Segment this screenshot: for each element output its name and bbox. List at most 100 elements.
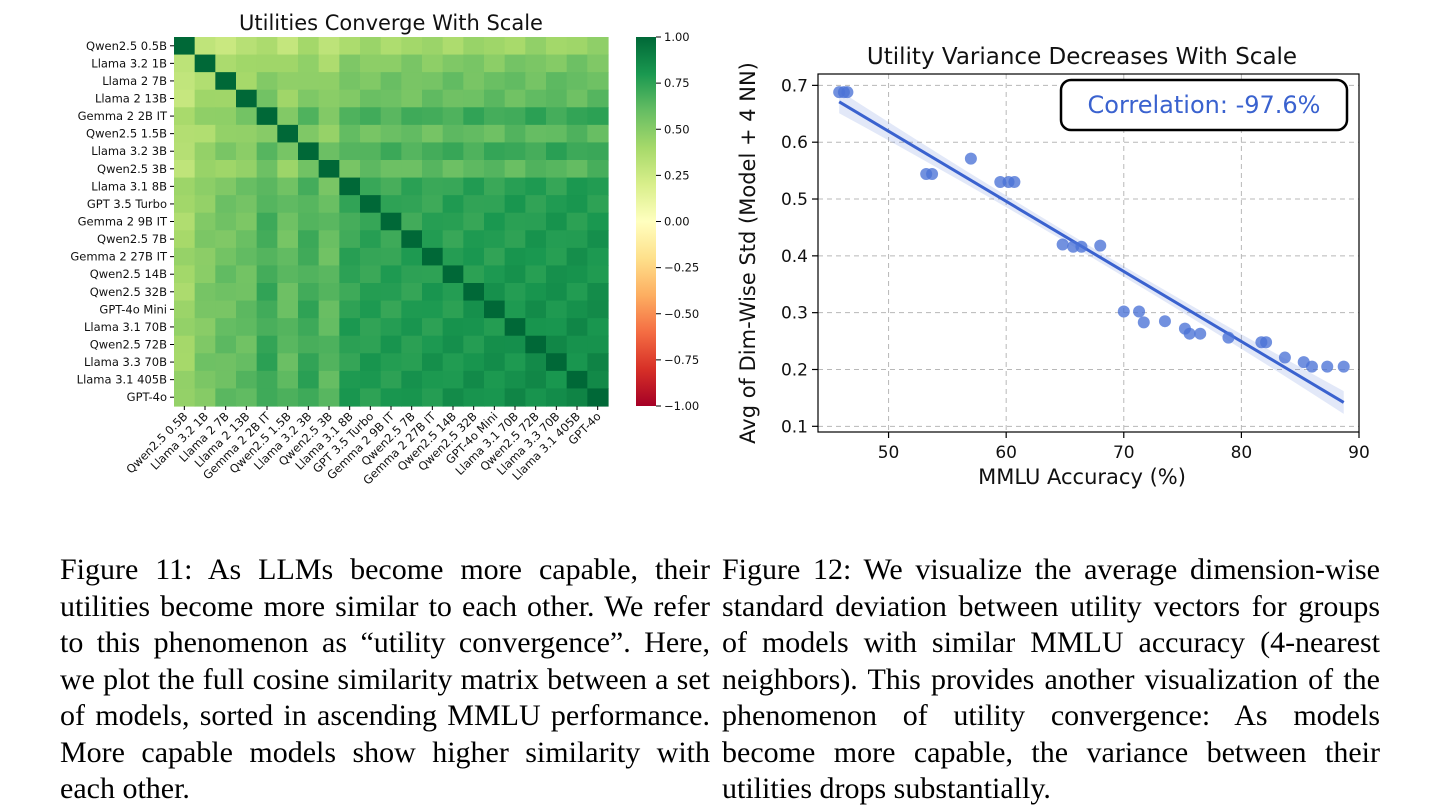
heatmap-cell [422,195,444,214]
heatmap-cell [236,388,258,407]
x-tick-label: 60 [995,443,1017,463]
heatmap-cell [360,300,382,319]
y-tick-label: 0.6 [781,133,808,153]
heatmap-cell [422,142,444,161]
heatmap-cell [484,300,506,319]
heatmap-cell [484,89,506,108]
x-tick-label: 50 [878,443,900,463]
figure-11-heatmap: Utilities Converge With Scale Qwen2.5 0.… [70,11,699,487]
heatmap-cell [339,37,361,56]
heatmap-cell [525,318,547,337]
heatmap-cell [401,37,423,56]
heatmap-cell [463,124,485,144]
scatter-point [1278,351,1291,364]
heatmap-cell [256,283,278,302]
heatmap-cell [194,265,216,284]
heatmap-cell [380,89,402,108]
figure-12-caption: Figure 12: We visualize the average dime… [722,553,1380,805]
heatmap-cell [525,283,547,302]
scatter-point [1183,327,1196,340]
heatmap-cell [174,283,196,302]
heatmap-cell [525,388,547,407]
heatmap-cell [484,265,506,284]
scatter-point [1337,360,1350,373]
heatmap-cell [442,353,464,372]
heatmap-cell [463,37,485,56]
heatmap-cell [566,177,588,196]
x-tick-label: 80 [1231,443,1253,463]
heatmap-cell [215,72,237,91]
heatmap-cell [463,107,485,126]
heatmap-cell [277,265,299,284]
heatmap-cell [360,37,382,56]
heatmap-cell [463,335,485,354]
heatmap-row-label: Llama 2 13B [95,92,167,106]
colorbar-tick-label: −1.00 [664,399,699,413]
heatmap-cell [339,54,361,73]
heatmap-cell [339,300,361,319]
heatmap-cell [587,247,609,267]
heatmap-cell [318,195,340,214]
heatmap-cell [339,353,361,372]
heatmap-cell [587,107,609,126]
heatmap-cell [422,230,444,249]
heatmap-cell [525,37,547,56]
heatmap-cell [360,335,382,354]
heatmap-cell [236,300,258,319]
scatter-title: Utility Variance Decreases With Scale [867,44,1297,70]
heatmap-cell [463,318,485,337]
heatmap-cell [463,142,485,161]
heatmap-cell [587,335,609,354]
heatmap-cell [504,212,526,231]
heatmap-cell [194,318,216,337]
heatmap-cell [484,335,506,354]
heatmap-cell [422,335,444,354]
heatmap-cell [587,72,609,91]
heatmap-cell [566,265,588,284]
scatter-points [833,86,1350,373]
heatmap-row-label: Gemma 2 9B IT [78,215,168,229]
colorbar-tick-label: 0.25 [664,168,690,182]
heatmap-row-label: Llama 3.2 3B [91,144,167,158]
heatmap-cell [525,265,547,284]
heatmap-cell [194,54,216,73]
heatmap-cell [422,247,444,267]
heatmap-row-label: Llama 3.1 405B [77,373,167,387]
heatmap-cell [339,124,361,144]
heatmap-cell [298,124,320,144]
heatmap-cell [504,335,526,354]
heatmap-cell [546,335,568,354]
heatmap-cell [174,212,196,231]
heatmap-cell [566,247,588,267]
scatter-point [1133,305,1146,318]
heatmap-cell [587,89,609,108]
heatmap-cell [215,230,237,249]
heatmap-cell [525,124,547,144]
heatmap-cell [339,335,361,354]
heatmap-cell [401,265,423,284]
scatter-point [1158,315,1171,328]
heatmap-cell [401,247,423,267]
heatmap-cell [504,107,526,126]
heatmap-cell [174,37,196,56]
heatmap-cell [566,335,588,354]
heatmap-cell [566,54,588,73]
heatmap-cell [194,335,216,354]
heatmap-cell [525,353,547,372]
heatmap-cell [566,37,588,56]
heatmap-cell [422,107,444,126]
heatmap-cell [298,54,320,73]
heatmap-cell [174,160,196,179]
heatmap-cell [380,283,402,302]
colorbar-tick-label: 1.00 [664,30,690,44]
heatmap-cell [587,37,609,56]
heatmap-cell [484,230,506,249]
heatmap-cell [463,388,485,407]
heatmap-cell [484,107,506,126]
heatmap-cell [484,142,506,161]
heatmap-cell [298,72,320,91]
heatmap-cell [463,230,485,249]
heatmap-cell [463,212,485,231]
heatmap-cell [339,283,361,302]
heatmap-cell [298,370,320,390]
